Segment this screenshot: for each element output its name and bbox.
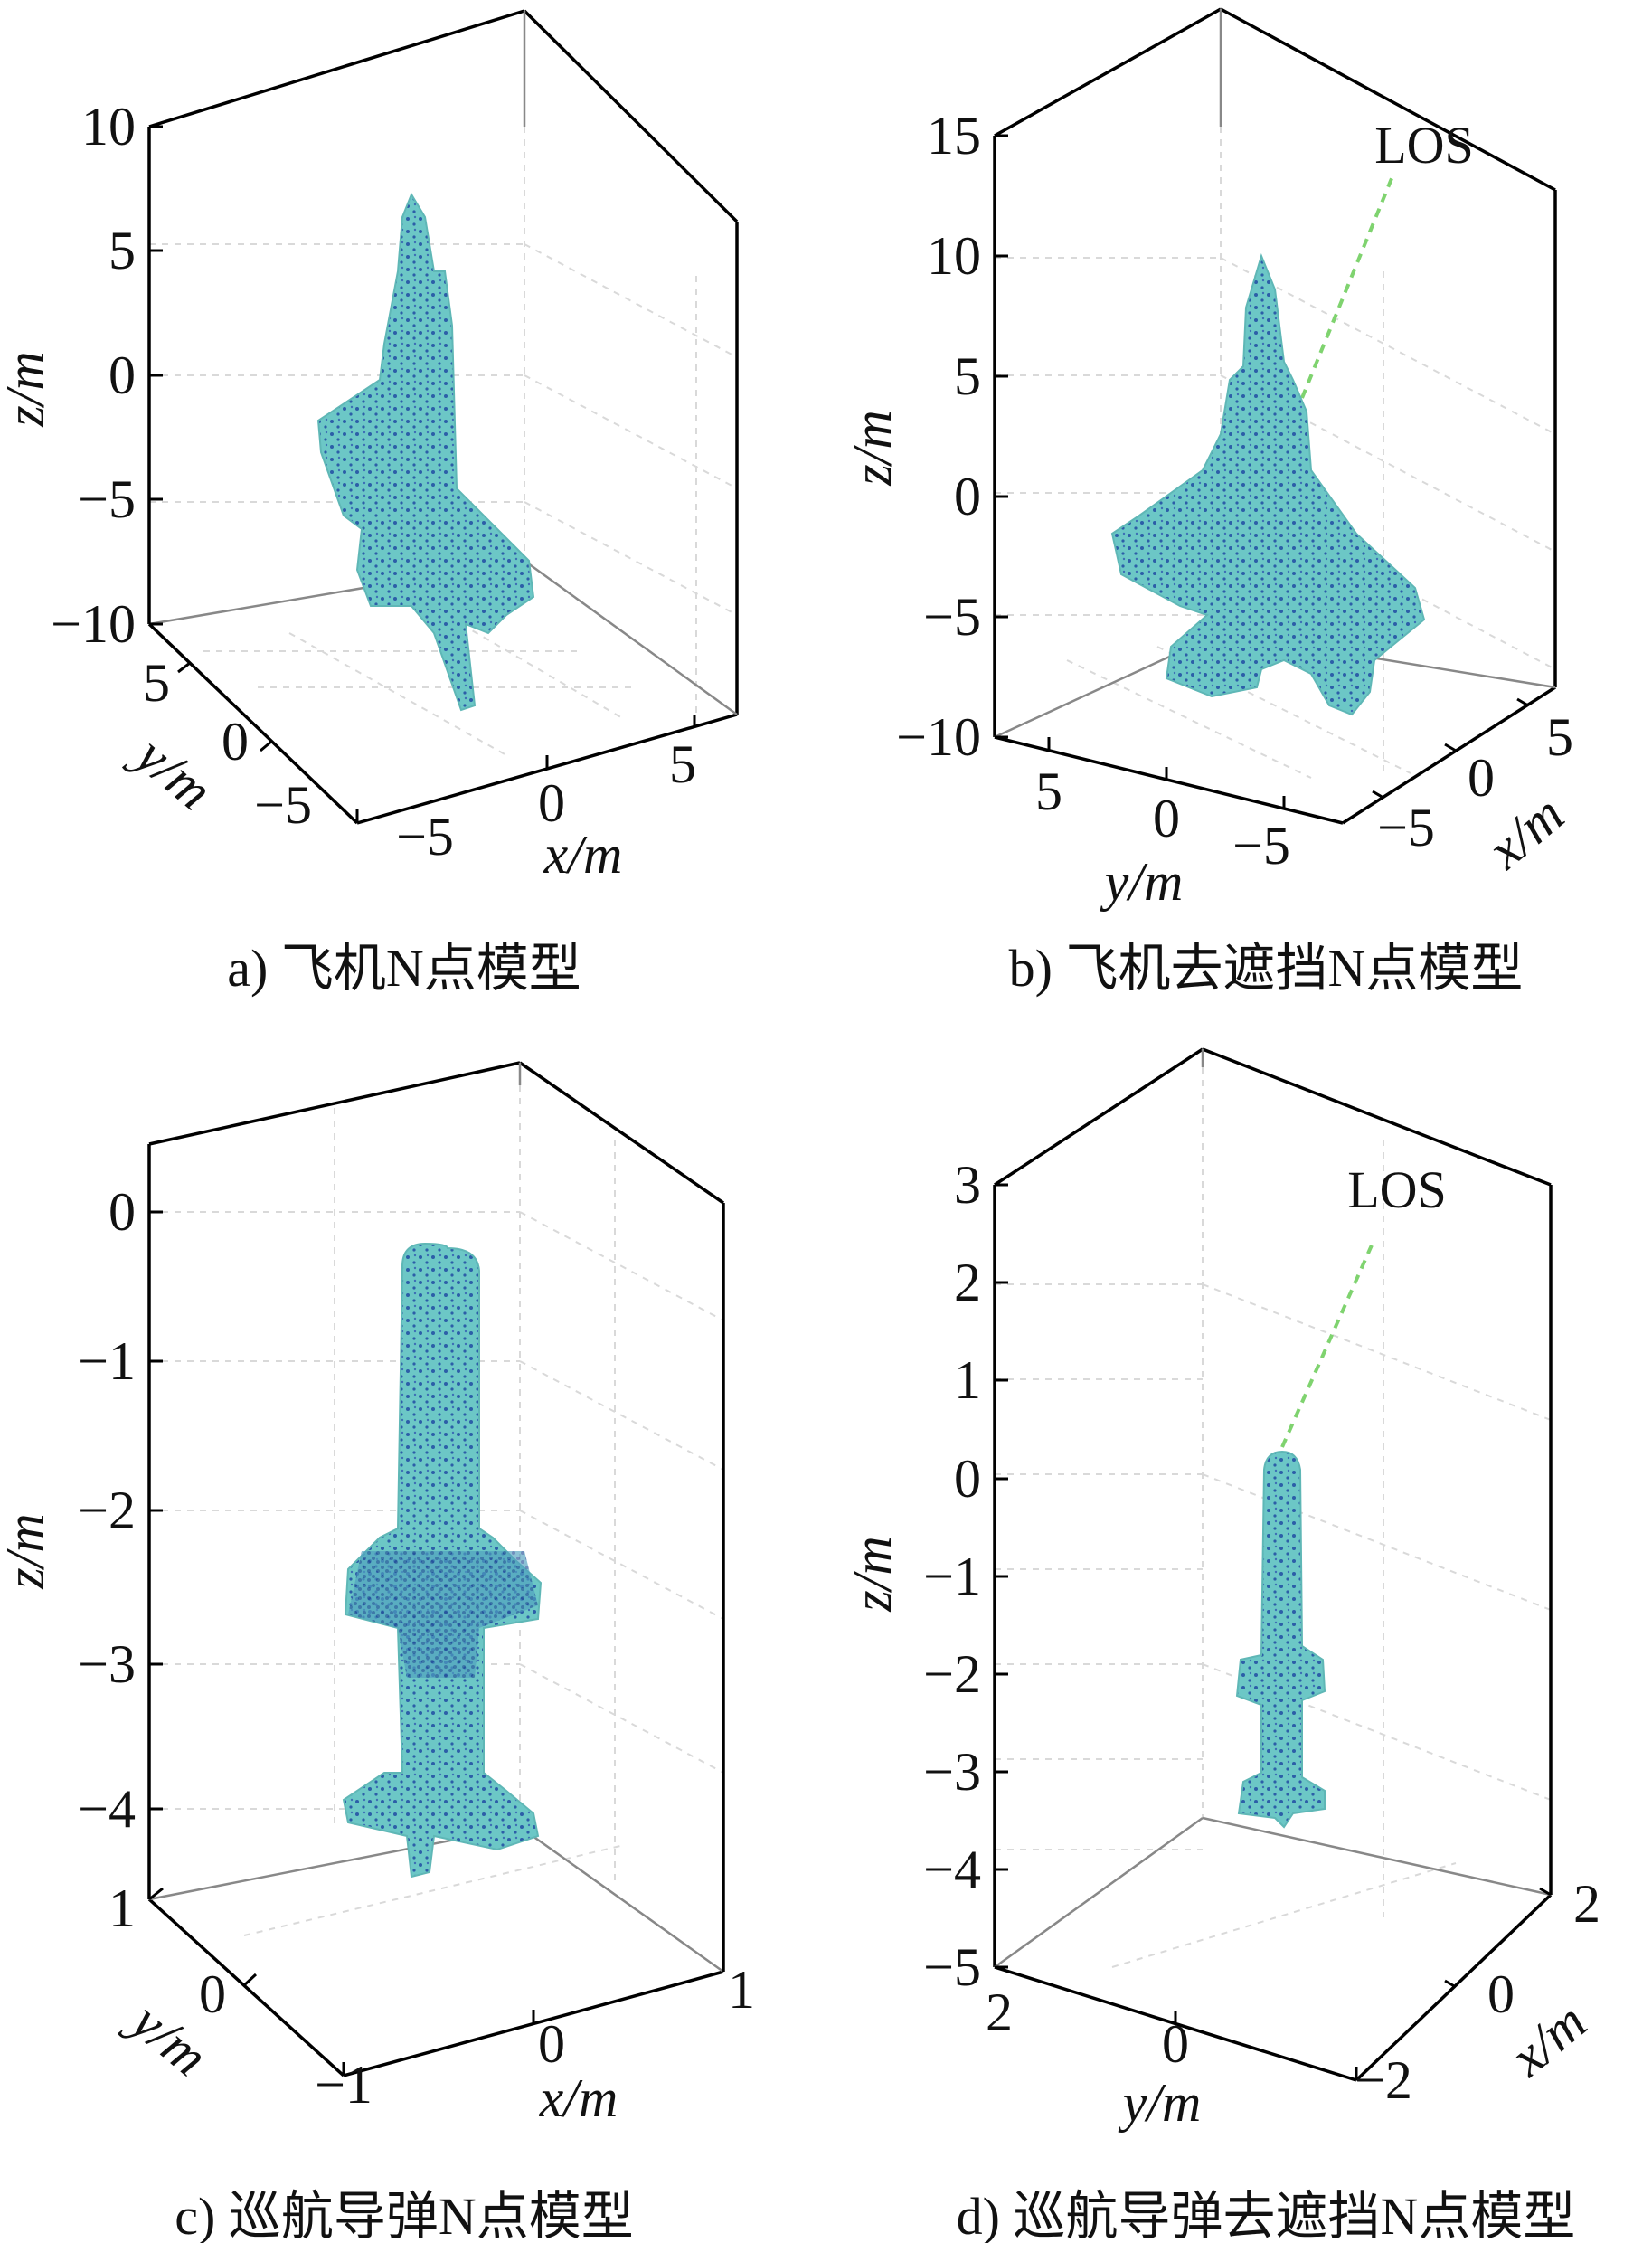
panel-b-z-label: z/m [843,410,902,486]
panel-c-y-tick-1: 0 [199,1964,226,2024]
panel-d-z-tick-2: 1 [954,1350,981,1410]
panel-c-z-tick-2: −2 [78,1481,136,1540]
panel-b-y-label: y/m [1100,852,1184,912]
panel-d-floor-back [994,1049,1552,1969]
panel-d-los-label: LOS [1347,1160,1447,1219]
panel-b-z-tick-1: 10 [927,226,981,286]
panel-d-z-label: z/m [843,1536,902,1612]
panel-b-los-label: LOS [1374,116,1474,175]
panel-c-z-tick-4: −4 [78,1779,136,1839]
panel-b-z-tick-3: 0 [954,467,981,526]
panel-c-x-tick-0: −1 [315,2055,373,2115]
panel-b-x-tick-2: −5 [1377,798,1435,857]
panel-d-x-tick-1: 0 [1487,1964,1515,2024]
panel-c-z-tick-1: −1 [78,1331,136,1391]
panel-a-x-tick-0: −5 [396,807,454,866]
panel-a: 10 5 0 −5 −10 z/m 5 0 −5 y/m −5 0 5 x/m … [0,9,739,998]
panel-a-x-tick-1: 0 [538,773,565,833]
panel-a-z-ticks [149,125,696,823]
panel-d-x-tick-2: −2 [1355,2050,1412,2110]
aircraft-point-cloud-b [1110,252,1426,716]
panel-b-y-tick-0: 5 [1035,762,1062,821]
panel-b-caption: b) 飞机去遮挡N点模型 [1009,939,1524,998]
panel-d-z-tick-6: −3 [923,1742,981,1802]
panel-c-z-tick-3: −3 [78,1634,136,1694]
panel-a-y-tick-2: −5 [254,775,312,835]
panel-b-z-tick-2: 5 [954,346,981,406]
panel-a-z-tick-4: −10 [51,594,136,654]
panel-d-ticks [995,1183,1552,2080]
panel-c: 0 −1 −2 −3 −4 z/m 1 0 y/m −1 0 1 x/m c) … [0,1061,755,2243]
panel-b-los-line [1300,175,1394,399]
panel-c-box [147,1061,725,2077]
panel-c-caption: c) 巡航导弹N点模型 [175,2187,633,2243]
panel-a-y-tick-0: 5 [143,653,170,713]
panel-c-x-tick-2: 1 [728,1960,755,2020]
panel-d-z-tick-5: −2 [923,1644,981,1704]
panel-a-z-tick-3: −5 [78,469,136,529]
panel-b-x-tick-0: 5 [1546,707,1573,767]
panel-a-y-tick-1: 0 [222,712,249,771]
panel-a-x-label: x/m [543,825,623,885]
panel-d-grid [995,1067,1552,1968]
panel-b-z-tick-0: 15 [927,106,981,166]
panel-a-caption: a) 飞机N点模型 [227,939,581,998]
panel-c-z-tick-0: 0 [109,1182,136,1242]
panel-a-z-tick-1: 5 [109,221,136,280]
panel-b-ticks [995,134,1529,809]
panel-c-x-tick-1: 0 [538,2014,565,2074]
missile-point-cloud-d [1235,1450,1326,1829]
panel-d-z-tick-3: 0 [954,1449,981,1509]
panel-d-z-tick-4: −1 [923,1547,981,1606]
panel-b-box [993,7,1557,825]
panel-d-los-line [1280,1238,1376,1448]
panel-d-x-tick-0: 2 [1573,1874,1600,1934]
panel-b-y-tick-2: −5 [1232,816,1290,875]
panel-b: LOS 15 10 5 0 −5 −10 z/m 5 0 −5 y/m 5 0 … [843,7,1575,998]
panel-a-y-label: y/m [121,722,223,821]
panel-d-z-tick-8: −5 [923,1937,981,1997]
panel-c-z-label: z/m [0,1513,55,1589]
panel-d-caption: d) 巡航导弹去遮挡N点模型 [957,2187,1576,2243]
panel-b-z-tick-4: −5 [923,587,981,647]
panel-a-z-label: z/m [0,351,55,427]
panel-c-x-label: x/m [539,2068,618,2128]
panel-d-y-tick-0: 2 [986,1983,1013,2042]
panel-c-ticks [148,1210,725,2076]
panel-b-x-tick-1: 0 [1468,748,1495,808]
missile-wing-dense-c [348,1551,538,1678]
panel-c-y-tick-0: 1 [109,1879,136,1938]
panel-a-x-tick-2: 5 [669,734,696,794]
panel-d-z-tick-0: 3 [954,1155,981,1215]
panel-a-z-tick-0: 10 [81,97,136,156]
panel-b-z-tick-5: −10 [896,707,981,767]
panel-d: LOS 3 2 1 0 −1 −2 −3 −4 −5 z/m 2 0 y/m [843,1047,1600,2243]
panel-d-z-tick-7: −4 [923,1840,981,1899]
panel-a-z-tick-2: 0 [109,345,136,405]
panel-d-z-tick-1: 2 [954,1253,981,1312]
panel-d-y-label: y/m [1118,2073,1202,2133]
aircraft-point-cloud-a [316,192,535,712]
panel-b-y-tick-1: 0 [1153,789,1180,848]
panel-d-y-tick-1: 0 [1162,2014,1189,2074]
